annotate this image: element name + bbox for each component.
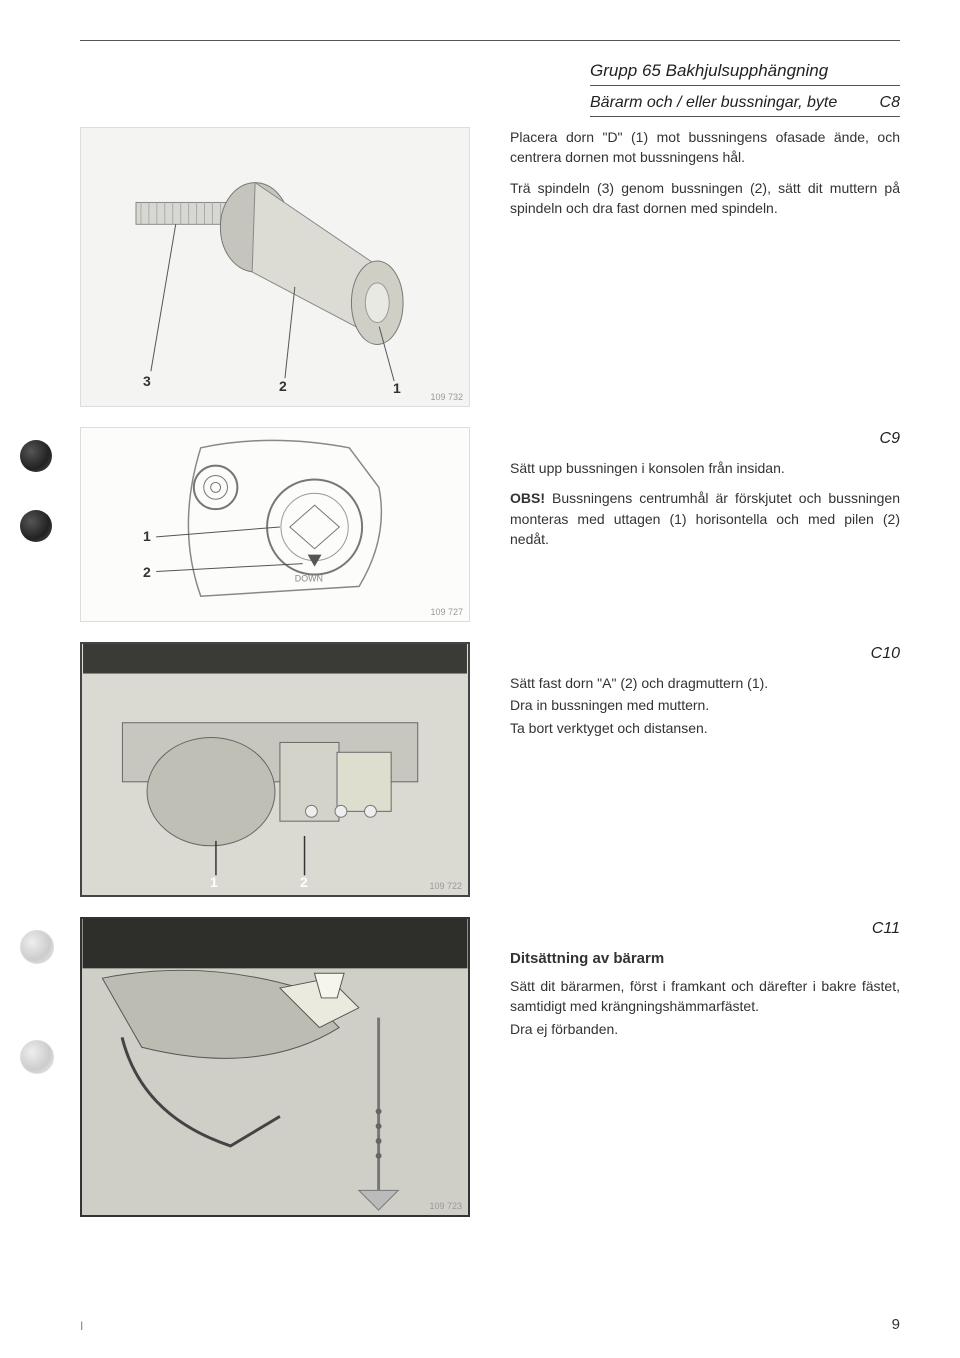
callout-1: 1 xyxy=(393,380,401,396)
page-number: 9 xyxy=(892,1316,900,1333)
figure-c11: 109 723 xyxy=(80,917,470,1217)
step-code: C11 xyxy=(510,917,900,940)
punch-hole xyxy=(20,440,52,472)
figure-svg xyxy=(81,128,469,406)
callout-3: 3 xyxy=(143,373,151,389)
sub-title-code: C8 xyxy=(880,94,900,112)
step-code: C9 xyxy=(510,427,900,450)
text-c9: C9 Sätt upp bussningen i konsolen från i… xyxy=(510,427,900,559)
text-c11: C11 Ditsättning av bärarm Sätt dit bärar… xyxy=(510,917,900,1049)
svg-text:DOWN: DOWN xyxy=(295,573,323,583)
paragraph-text: Bussningens centrumhål är förskjutet och… xyxy=(510,490,900,547)
step-code: C10 xyxy=(510,642,900,665)
figure-svg xyxy=(82,644,468,895)
page-header: Grupp 65 Bakhjulsupphängning Bärarm och … xyxy=(590,61,900,117)
figure-code: 109 723 xyxy=(429,1201,462,1211)
figure-image: DOWN 1 2 109 727 xyxy=(80,427,470,622)
figure-c10: 1 2 109 722 xyxy=(80,642,470,897)
paragraph: Dra ej förbanden. xyxy=(510,1019,900,1039)
paragraph: Dra in bussningen med muttern. xyxy=(510,695,900,715)
text-c8: Placera dorn "D" (1) mot bussningens ofa… xyxy=(510,127,900,228)
paragraph: Sätt dit bärarmen, först i framkant och … xyxy=(510,976,900,1017)
punch-hole xyxy=(20,1040,54,1074)
paragraph: Trä spindeln (3) genom bussningen (2), s… xyxy=(510,178,900,219)
sub-title-text: Bärarm och / eller bussningar, byte xyxy=(590,94,837,112)
section-heading: Ditsättning av bärarm xyxy=(510,948,900,970)
paragraph: Ta bort verktyget och distansen. xyxy=(510,718,900,738)
text-c10: C10 Sätt fast dorn "A" (2) och dragmutte… xyxy=(510,642,900,748)
figure-code: 109 722 xyxy=(429,881,462,891)
callout-2: 2 xyxy=(143,564,151,580)
section-c9: DOWN 1 2 109 727 C9 Sätt upp bussningen … xyxy=(80,427,900,622)
sub-title: Bärarm och / eller bussningar, byte C8 xyxy=(590,94,900,117)
figure-image: 1 2 109 722 xyxy=(80,642,470,897)
figure-svg xyxy=(82,919,468,1215)
callout-1: 1 xyxy=(210,874,218,890)
callout-1: 1 xyxy=(143,528,151,544)
page: Grupp 65 Bakhjulsupphängning Bärarm och … xyxy=(0,0,960,1358)
figure-image: 3 2 1 109 732 xyxy=(80,127,470,407)
callout-2: 2 xyxy=(300,874,308,890)
top-rule xyxy=(80,40,900,41)
section-c8: 3 2 1 109 732 Placera dorn "D" (1) mot b… xyxy=(80,127,900,407)
figure-code: 109 727 xyxy=(430,607,463,617)
figure-svg: DOWN xyxy=(81,428,469,621)
page-mark-left: I xyxy=(80,1319,83,1333)
group-title: Grupp 65 Bakhjulsupphängning xyxy=(590,61,900,86)
figure-image: 109 723 xyxy=(80,917,470,1217)
section-c10: 1 2 109 722 C10 Sätt fast dorn "A" (2) o… xyxy=(80,642,900,897)
paragraph: Placera dorn "D" (1) mot bussningens ofa… xyxy=(510,127,900,168)
paragraph: Sätt fast dorn "A" (2) och dragmuttern (… xyxy=(510,673,900,693)
section-c11: 109 723 C11 Ditsättning av bärarm Sätt d… xyxy=(80,917,900,1217)
paragraph: OBS! Bussningens centrumhål är förskjute… xyxy=(510,488,900,549)
obs-label: OBS! xyxy=(510,490,545,506)
punch-hole xyxy=(20,510,52,542)
figure-c9: DOWN 1 2 109 727 xyxy=(80,427,470,622)
figure-c8: 3 2 1 109 732 xyxy=(80,127,470,407)
callout-2: 2 xyxy=(279,378,287,394)
figure-code: 109 732 xyxy=(430,392,463,402)
punch-hole xyxy=(20,930,54,964)
paragraph: Sätt upp bussningen i konsolen från insi… xyxy=(510,458,900,478)
